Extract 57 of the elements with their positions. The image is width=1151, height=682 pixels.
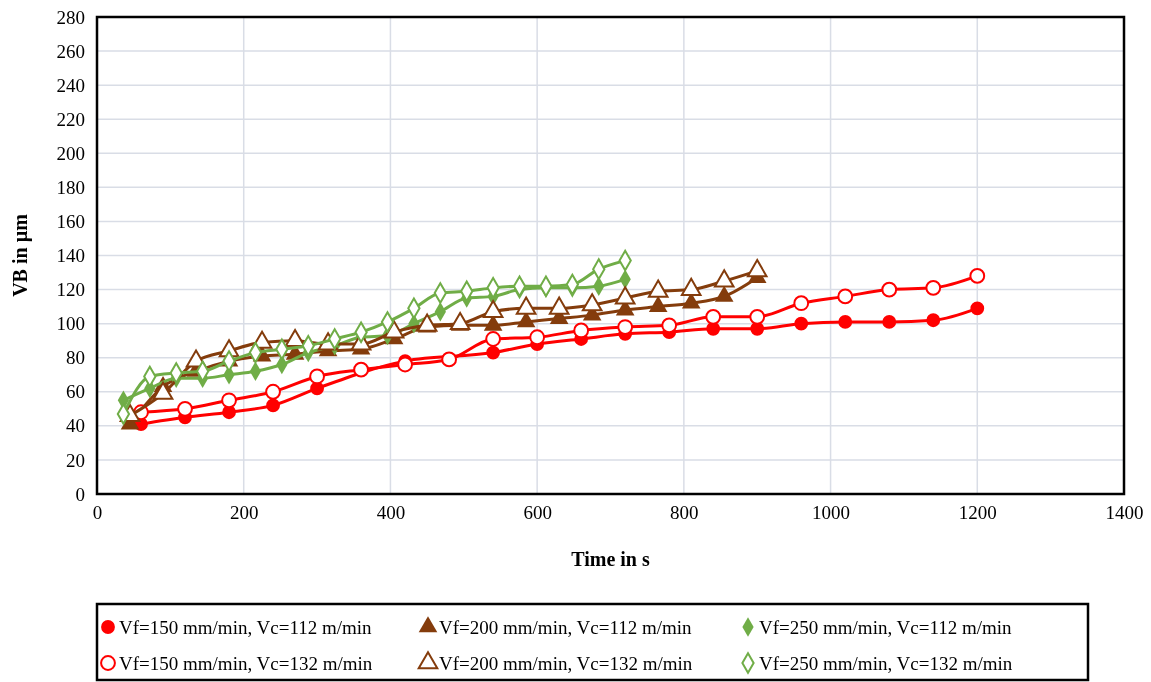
point [485, 331, 502, 347]
point [794, 316, 809, 331]
legend-label: Vf=250 mm/min, Vc=112 m/min [759, 617, 1013, 638]
point [441, 351, 458, 368]
y-tick-label: 100 [56, 313, 85, 335]
point [266, 398, 280, 413]
y-tick-label: 240 [56, 74, 85, 96]
legend-label: Vf=200 mm/min, Vc=132 m/min [439, 653, 693, 674]
point [926, 313, 941, 328]
y-tick-label: 200 [56, 142, 85, 164]
point [838, 315, 853, 329]
point [265, 383, 281, 400]
y-tick-label: 20 [66, 449, 85, 471]
point [881, 281, 898, 298]
x-tick-label: 1400 [1105, 502, 1144, 524]
legend-label: Vf=150 mm/min, Vc=112 m/min [119, 617, 373, 638]
point [529, 329, 546, 346]
point [837, 288, 854, 305]
point [970, 301, 985, 316]
x-tick-label: 1000 [812, 502, 851, 524]
point [221, 392, 237, 409]
y-tick-label: 40 [66, 415, 85, 437]
point [925, 279, 942, 296]
y-tick-label: 220 [56, 108, 85, 130]
point [793, 295, 810, 312]
legend-label: Vf=150 mm/min, Vc=132 m/min [119, 653, 373, 674]
y-tick-label: 0 [75, 483, 85, 505]
point [177, 400, 193, 417]
y-tick-label: 280 [56, 6, 85, 28]
point [617, 319, 634, 335]
x-tick-label: 600 [523, 502, 552, 524]
legend-label: Vf=200 mm/min, Vc=112 m/min [439, 617, 693, 638]
point [573, 322, 590, 339]
y-tick-label: 80 [66, 347, 85, 369]
y-tick-label: 60 [66, 381, 85, 403]
point [486, 345, 501, 360]
y-tick-label: 260 [56, 40, 85, 62]
point [661, 317, 678, 334]
point [749, 308, 766, 325]
x-tick-label: 1200 [958, 502, 997, 524]
x-tick-label: 200 [229, 502, 259, 524]
point [353, 361, 369, 378]
y-tick-label: 120 [56, 279, 85, 301]
y-tick-label: 160 [56, 211, 85, 233]
x-tick-label: 400 [376, 502, 406, 524]
legend-label: Vf=250 mm/min, Vc=132 m/min [759, 653, 1013, 674]
point [397, 356, 414, 373]
x-tick-label: 0 [92, 502, 103, 524]
point [705, 308, 722, 325]
y-tick-label: 180 [56, 176, 85, 198]
y-tick-label: 140 [56, 245, 85, 267]
point [882, 315, 897, 329]
point [309, 368, 325, 385]
x-axis-title: Time in s [571, 548, 650, 570]
x-tick-label: 800 [670, 502, 699, 524]
y-axis-title: VB in µm [9, 213, 32, 297]
point [969, 268, 986, 284]
